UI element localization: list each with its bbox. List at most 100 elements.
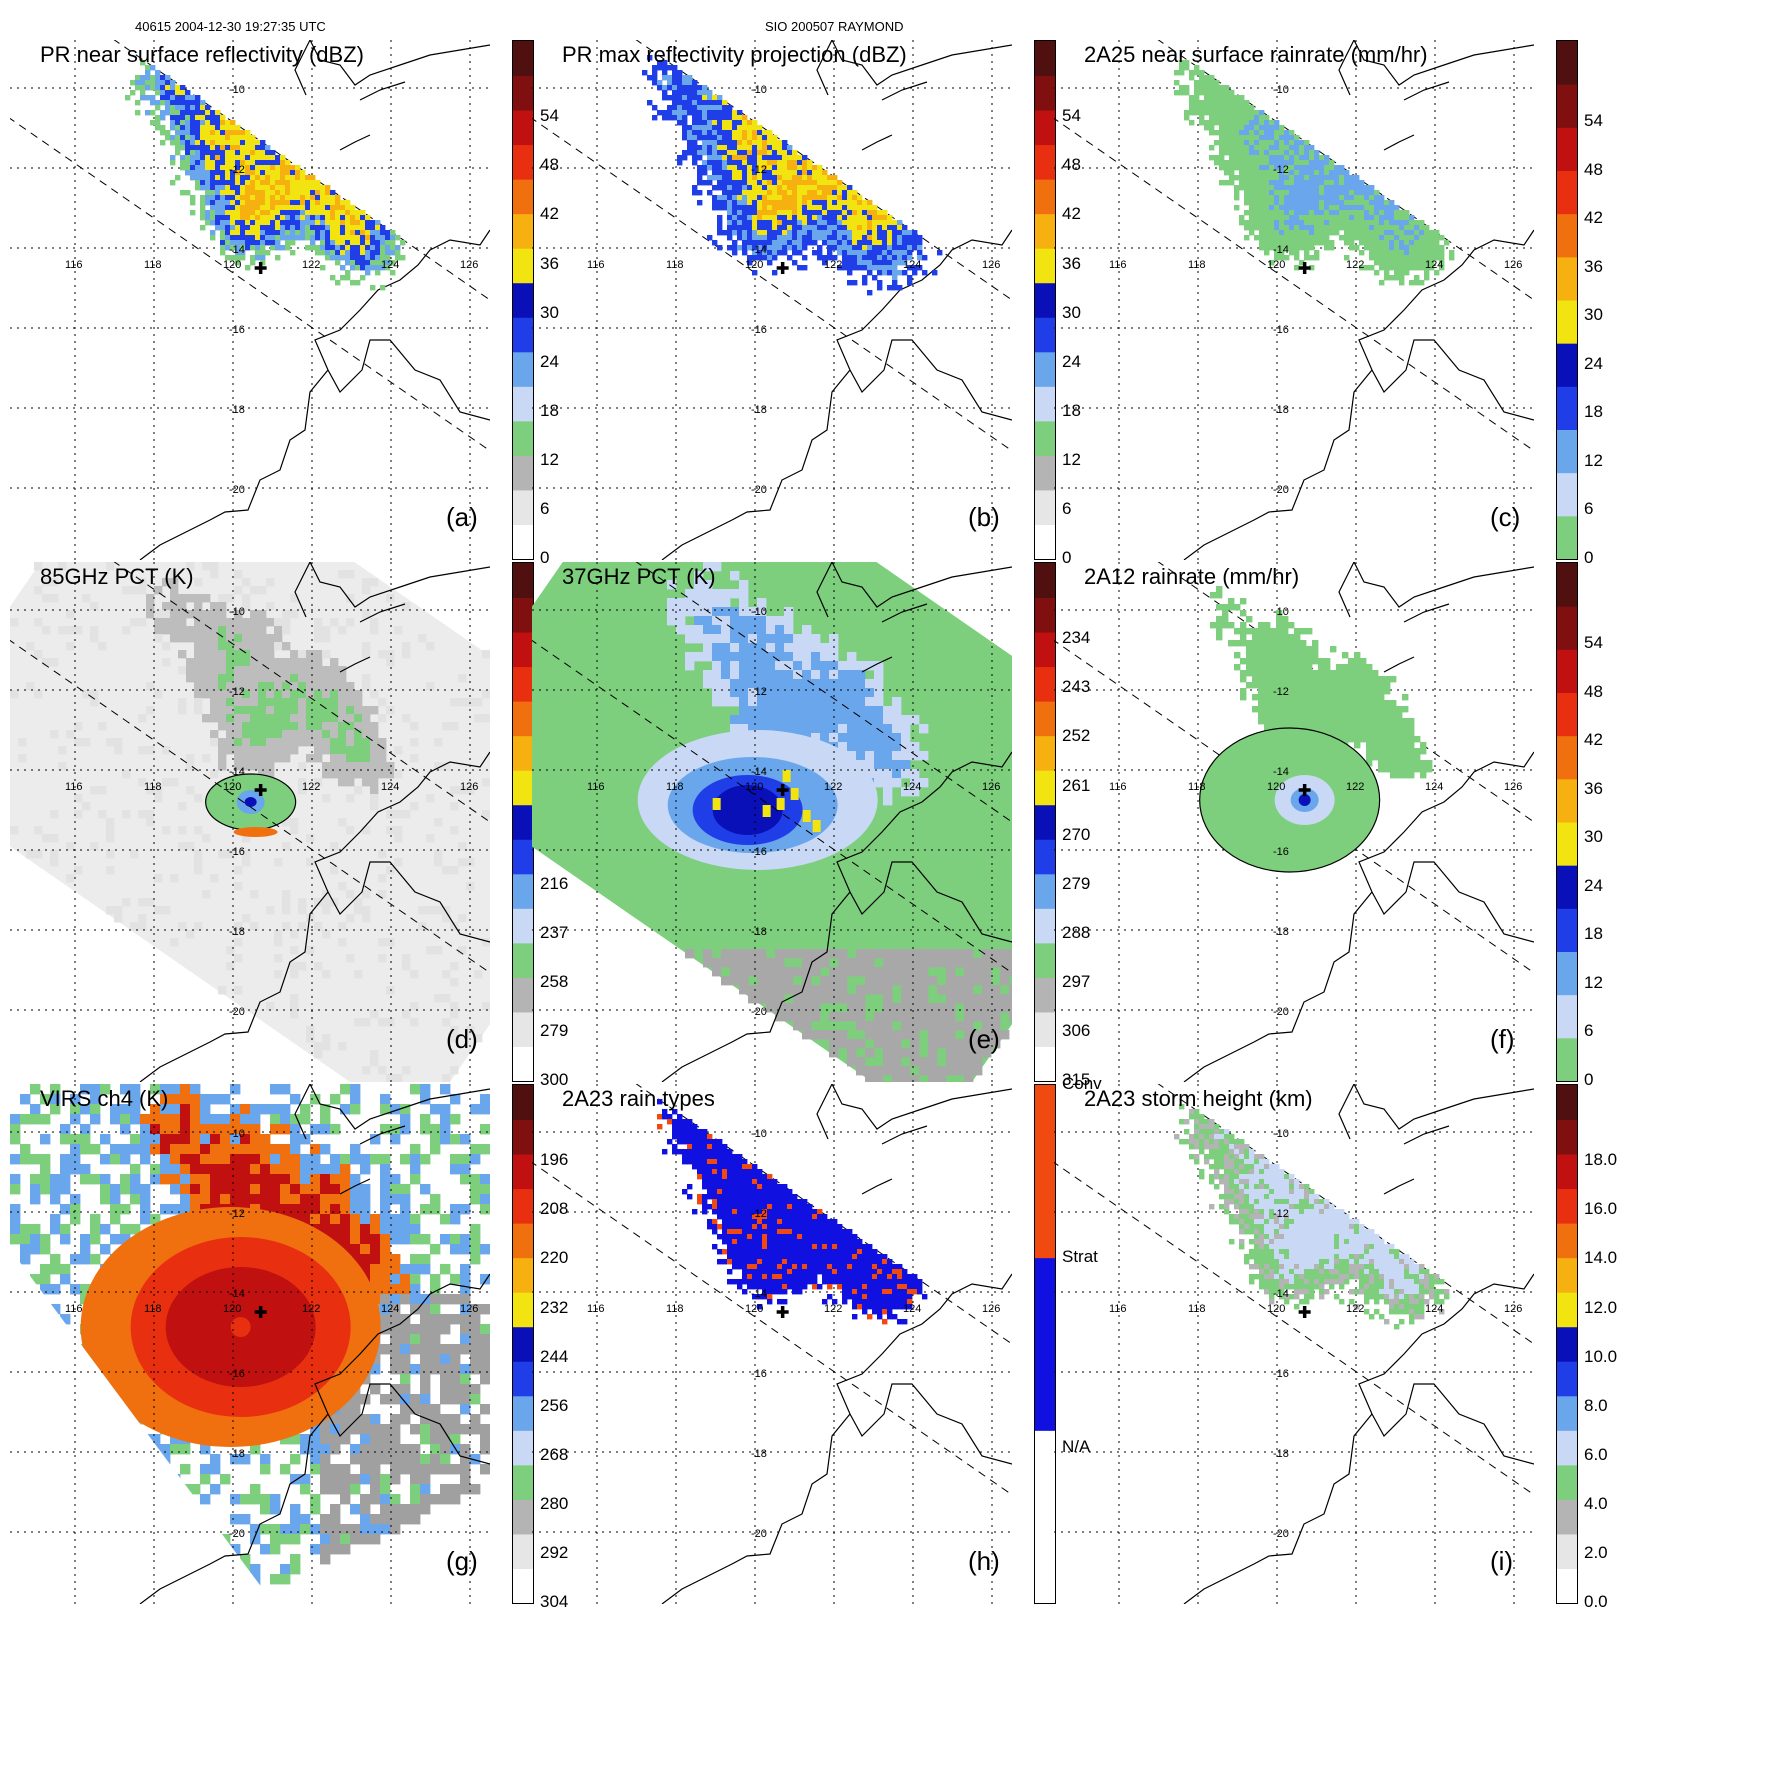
panel-label: (c) <box>1490 502 1521 532</box>
colorbar-swatch <box>513 1430 533 1466</box>
lon-label: 120 <box>745 1303 763 1315</box>
colorbar-swatch <box>513 701 533 737</box>
lon-label: 120 <box>223 259 241 271</box>
axis-labels: 116 118 120 122 124 126 -10 -12 -14 -16 -18 -20 <box>587 606 1000 1018</box>
map-panel: 116 118 120 122 124 126 -10 -12 -14 -16 -18 -20 PR m… <box>532 0 1122 600</box>
colorbar-swatch <box>513 1223 533 1259</box>
lat-label: -10 <box>751 1128 767 1140</box>
colorbar-tick-label: 48 <box>1062 155 1081 175</box>
lon-label: 120 <box>223 1303 241 1315</box>
colorbar-swatch <box>513 839 533 875</box>
colorbar-tick-label: 42 <box>540 204 559 224</box>
colorbar-tick-label: 315 <box>1062 1070 1091 1089</box>
colorbar-swatch <box>513 597 533 633</box>
colorbar-tick-label: 36 <box>1062 253 1081 273</box>
colorbar-swatch <box>1035 1011 1055 1047</box>
colorbar-swatch <box>513 632 533 668</box>
colorbar-swatch <box>1035 908 1055 944</box>
map-area: 116 118 120 122 124 126 -10 -12 -14 -16 -18 -20 <box>10 562 490 1082</box>
graticule <box>1054 40 1534 560</box>
colorbar-tick-label: 292 <box>540 1542 569 1562</box>
colorbar-tick-label: 12 <box>1584 972 1603 992</box>
colorbar-swatch <box>513 1395 533 1431</box>
lon-label: 120 <box>745 781 763 793</box>
lon-label: 118 <box>1188 781 1206 793</box>
colorbar-tick-label: 6 <box>540 498 550 518</box>
graticule <box>532 40 1012 560</box>
colorbar-swatch <box>513 455 533 491</box>
swath-edges <box>1054 1084 1534 1496</box>
colorbar-swatch <box>513 1011 533 1047</box>
storm-center-marker <box>254 784 267 796</box>
lon-label: 116 <box>65 1303 83 1315</box>
center-info: SIO 200507 RAYMOND <box>765 19 904 34</box>
colorbar-swatch <box>1557 865 1577 909</box>
colorbar-tick-label: 16.0 <box>1584 1199 1618 1219</box>
panel-title: 2A23 rain types <box>562 1086 715 1111</box>
colorbar-tick-label: 36 <box>540 253 559 273</box>
lat-label: -10 <box>1273 606 1289 618</box>
colorbar-tick-label: 12 <box>1062 449 1081 469</box>
lon-label: 126 <box>1504 1303 1522 1315</box>
colorbar-swatch <box>513 386 533 422</box>
colorbar-swatch <box>1035 1257 1055 1431</box>
colorbar-swatch <box>1035 41 1055 77</box>
colorbar-tick-label: 288 <box>1062 922 1091 942</box>
lon-label: 126 <box>460 259 478 271</box>
colorbar-tick-label: 48 <box>1584 159 1603 179</box>
lon-label: 124 <box>381 259 399 271</box>
lat-label: -20 <box>751 484 767 496</box>
colorbar-swatch <box>1035 977 1055 1013</box>
panel-title: 85GHz PCT (K) <box>40 564 194 589</box>
colorbar-tick-label: Conv <box>1062 1074 1102 1093</box>
colorbar-swatch <box>1035 597 1055 633</box>
lon-label: 116 <box>1109 781 1127 793</box>
colorbar-tick-label: 12 <box>1584 450 1603 470</box>
lon-label: 116 <box>1109 259 1127 271</box>
lat-label: -20 <box>229 1528 245 1540</box>
colorbar-tick-label: 256 <box>540 1395 569 1415</box>
colorbar-tick-label: 196 <box>540 1150 569 1170</box>
colorbar-tick-label: 2.0 <box>1584 1542 1608 1562</box>
lat-label: -16 <box>751 846 767 858</box>
colorbar-swatch <box>1557 41 1577 85</box>
lat-label: -18 <box>1273 1448 1289 1460</box>
map-area: 116 118 120 122 124 126 -10 -12 -14 -16 -18 -20 <box>532 1084 1012 1604</box>
lat-label: -18 <box>751 1448 767 1460</box>
colorbar-swatch <box>513 489 533 525</box>
storm-center-marker <box>1298 784 1311 796</box>
lon-label: 122 <box>302 259 320 271</box>
colorbar-tick-label: 18.0 <box>1584 1150 1618 1170</box>
colorbar-swatch <box>1035 420 1055 456</box>
lon-label: 126 <box>460 781 478 793</box>
colorbar-swatch <box>1035 701 1055 737</box>
colorbar <box>512 562 534 1082</box>
colorbar-swatch <box>1035 524 1055 559</box>
colorbar-tick-label: 24 <box>1584 353 1603 373</box>
colorbar-tick-label: 220 <box>540 1248 569 1268</box>
swath-edges <box>1054 40 1534 452</box>
colorbar-swatch <box>513 735 533 771</box>
colorbar-swatch <box>1557 472 1577 517</box>
colorbar-swatch <box>1557 735 1577 780</box>
colorbar-swatch <box>513 666 533 702</box>
data-field <box>125 60 406 291</box>
colorbar <box>1556 40 1578 560</box>
colorbar-swatch <box>513 770 533 806</box>
colorbar-swatch <box>513 1568 533 1603</box>
colorbar-swatch <box>1557 1188 1577 1224</box>
colorbar-swatch <box>513 248 533 284</box>
colorbar-tick-label: 12 <box>540 449 559 469</box>
colorbar-swatch <box>513 144 533 180</box>
lat-label: -16 <box>229 846 245 858</box>
colorbar <box>1034 1084 1056 1604</box>
storm-center-marker <box>776 784 789 796</box>
colorbar-swatch <box>1035 873 1055 909</box>
map-area: 116 118 120 122 124 126 -10 -12 -14 -16 -18 -20 <box>1054 562 1534 1082</box>
colorbar-tick-label: N/A <box>1062 1437 1091 1456</box>
colorbar-tick-label: 24 <box>1062 351 1081 371</box>
colorbar-swatch <box>1035 455 1055 491</box>
colorbar-tick-label: 0 <box>1584 1070 1594 1089</box>
axis-labels: 116 118 120 122 124 126 -10 -12 -14 -16 -18 -20 <box>65 606 478 1018</box>
lat-label: -12 <box>1273 1208 1289 1220</box>
